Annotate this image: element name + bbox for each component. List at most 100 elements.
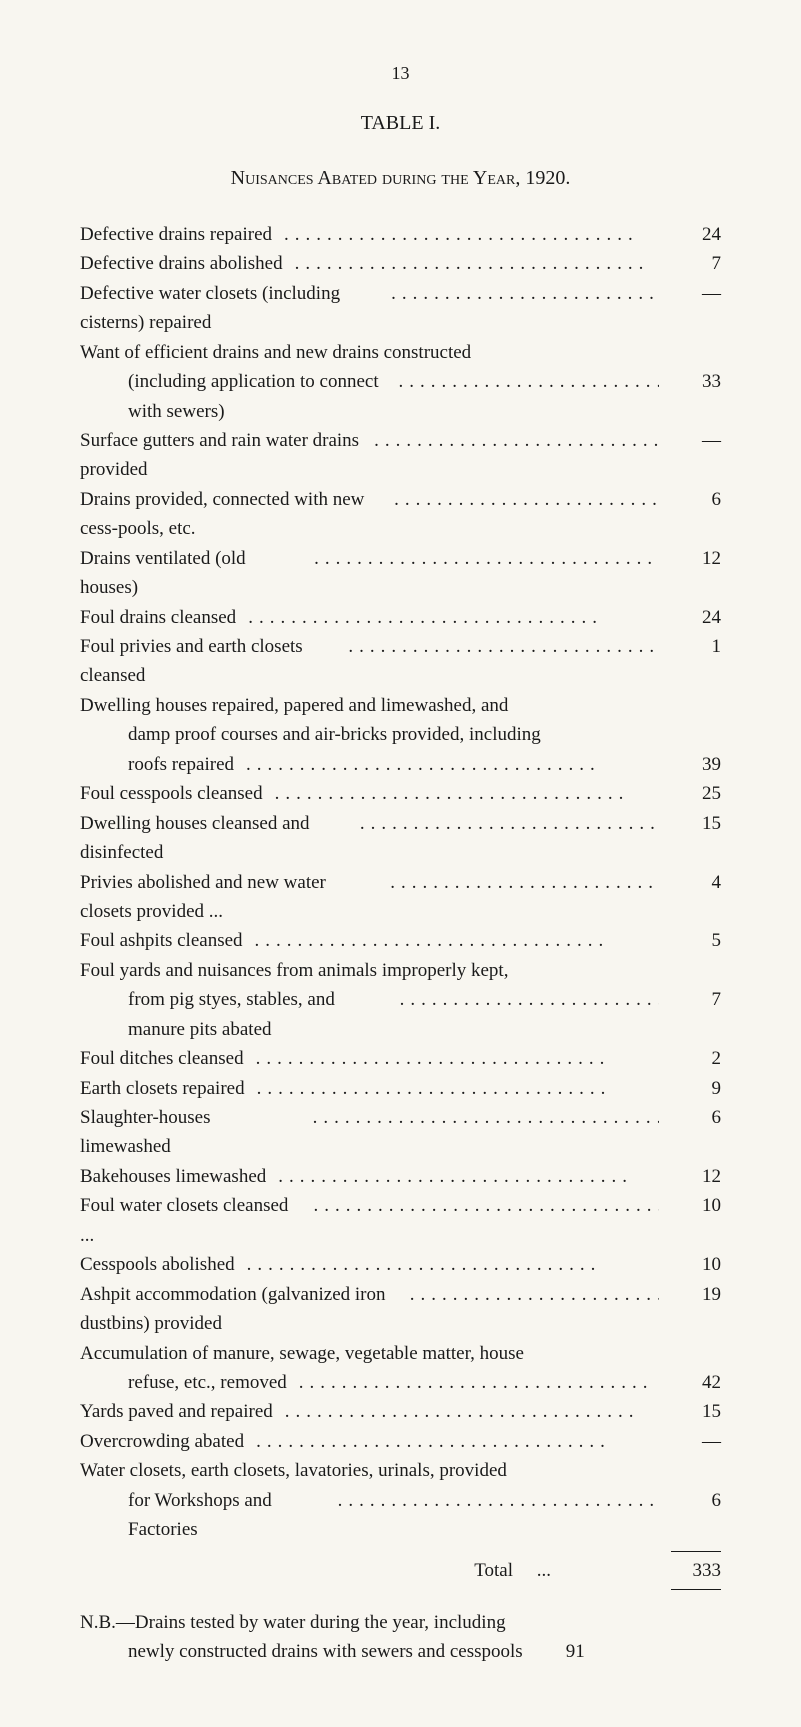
row-dots: ................................. (263, 779, 659, 808)
total-row: Total ... 333 (80, 1551, 721, 1585)
subtitle: Nuisances Abated during the Year, 1920. (80, 163, 721, 194)
row-dots: ................................. (302, 544, 659, 573)
table-row: Foul ditches cleansed...................… (80, 1044, 721, 1073)
table-row: Drains provided, connected with new cess… (80, 485, 721, 544)
row-label: Drains provided, connected with new cess… (80, 485, 382, 544)
table-row: Surface gutters and rain water drains pr… (80, 426, 721, 485)
row-dots: ................................. (388, 985, 659, 1014)
row-dots: ................................. (301, 1191, 659, 1220)
row-dots: ................................. (273, 1397, 659, 1426)
row-label: Foul privies and earth closets cleansed (80, 632, 336, 691)
nb-value: 91 (523, 1637, 585, 1666)
table-row: Want of efficient drains and new drains … (80, 338, 721, 367)
nb-line2: newly constructed drains with sewers and… (128, 1637, 523, 1666)
row-value: 10 (659, 1191, 721, 1220)
table-row: Drains ventilated (old houses)..........… (80, 544, 721, 603)
row-label: Earth closets repaired (80, 1074, 245, 1103)
table-row: Foul water closets cleansed ............… (80, 1191, 721, 1250)
row-value: — (659, 279, 721, 308)
row-value: 15 (659, 809, 721, 838)
row-value: 6 (659, 1103, 721, 1132)
row-dots: ................................. (398, 1280, 659, 1309)
row-label: Privies abolished and new water closets … (80, 868, 378, 927)
nb-line1: N.B.—Drains tested by water during the y… (80, 1608, 506, 1637)
row-label: roofs repaired (128, 750, 234, 779)
row-label: Overcrowding abated (80, 1427, 244, 1456)
row-value: 10 (659, 1250, 721, 1279)
row-dots: ................................. (379, 279, 659, 308)
table-row: Defective drains repaired...............… (80, 220, 721, 249)
table-row: Foul drains cleansed....................… (80, 603, 721, 632)
table-row: Foul cesspools cleansed.................… (80, 779, 721, 808)
row-dots: ................................. (272, 220, 659, 249)
row-dots: ................................. (244, 1044, 659, 1073)
row-label: Defective drains abolished (80, 249, 283, 278)
table-row: Earth closets repaired..................… (80, 1074, 721, 1103)
table-row: Dwelling houses repaired, papered and li… (80, 691, 721, 720)
table-row: refuse, etc., removed...................… (80, 1368, 721, 1397)
row-dots: ................................. (362, 426, 659, 455)
row-label: Water closets, earth closets, lavatories… (80, 1456, 507, 1485)
total-value: 333 (671, 1551, 721, 1585)
table-row: for Workshops and Factories.............… (80, 1486, 721, 1545)
row-value: 7 (659, 249, 721, 278)
row-dots: ................................. (287, 1368, 659, 1397)
row-label: from pig styes, stables, and manure pits… (128, 985, 388, 1044)
row-value: 4 (659, 868, 721, 897)
row-value: 25 (659, 779, 721, 808)
row-label: Dwelling houses cleansed and disinfected (80, 809, 348, 868)
row-dots: ................................. (386, 367, 659, 396)
table-row: Bakehouses limewashed...................… (80, 1162, 721, 1191)
row-dots: ................................. (234, 750, 659, 779)
row-value: 42 (659, 1368, 721, 1397)
items-list: Defective drains repaired...............… (80, 220, 721, 1545)
table-row: Slaughter-houses limewashed.............… (80, 1103, 721, 1162)
row-label: Surface gutters and rain water drains pr… (80, 426, 362, 485)
row-dots: ................................. (348, 809, 659, 838)
row-value: 19 (659, 1280, 721, 1309)
table-row: Defective drains abolished..............… (80, 249, 721, 278)
table-row: Foul ashpits cleansed...................… (80, 926, 721, 955)
row-value: — (659, 1427, 721, 1456)
row-value: 7 (659, 985, 721, 1014)
row-label: Foul drains cleansed (80, 603, 236, 632)
table-title: TABLE I. (80, 108, 721, 139)
table-row: Accumulation of manure, sewage, vegetabl… (80, 1339, 721, 1368)
row-value: 6 (659, 1486, 721, 1515)
table-row: (including application to connect with s… (80, 367, 721, 426)
row-value: 12 (659, 1162, 721, 1191)
row-dots: ................................. (382, 485, 659, 514)
page-number: 13 (80, 60, 721, 88)
row-value: 24 (659, 603, 721, 632)
row-dots: ................................. (236, 603, 659, 632)
row-value: 6 (659, 485, 721, 514)
row-label: Drains ventilated (old houses) (80, 544, 302, 603)
row-label: Bakehouses limewashed (80, 1162, 266, 1191)
total-rule (80, 1585, 721, 1590)
table-row: Cesspools abolished.....................… (80, 1250, 721, 1279)
row-label: Accumulation of manure, sewage, vegetabl… (80, 1339, 524, 1368)
row-dots: ................................. (283, 249, 659, 278)
row-dots: ................................. (266, 1162, 659, 1191)
table-row: Foul yards and nuisances from animals im… (80, 956, 721, 985)
row-dots: ................................. (235, 1250, 659, 1279)
table-row: from pig styes, stables, and manure pits… (80, 985, 721, 1044)
table-row: Water closets, earth closets, lavatories… (80, 1456, 721, 1485)
row-label: Cesspools abolished (80, 1250, 235, 1279)
row-value: 33 (659, 367, 721, 396)
row-label: Foul ashpits cleansed (80, 926, 243, 955)
row-label: (including application to connect with s… (128, 367, 386, 426)
table-row: roofs repaired..........................… (80, 750, 721, 779)
row-value: 15 (659, 1397, 721, 1426)
row-label: Foul ditches cleansed (80, 1044, 244, 1073)
row-label: Want of efficient drains and new drains … (80, 338, 471, 367)
row-label: Defective drains repaired (80, 220, 272, 249)
row-value: 39 (659, 750, 721, 779)
row-dots: ................................. (301, 1103, 659, 1132)
row-value: — (659, 426, 721, 455)
table-row: Overcrowding abated.....................… (80, 1427, 721, 1456)
row-label: Foul yards and nuisances from animals im… (80, 956, 508, 985)
row-dots: ................................. (243, 926, 659, 955)
table-row: Yards paved and repaired................… (80, 1397, 721, 1426)
row-value: 9 (659, 1074, 721, 1103)
